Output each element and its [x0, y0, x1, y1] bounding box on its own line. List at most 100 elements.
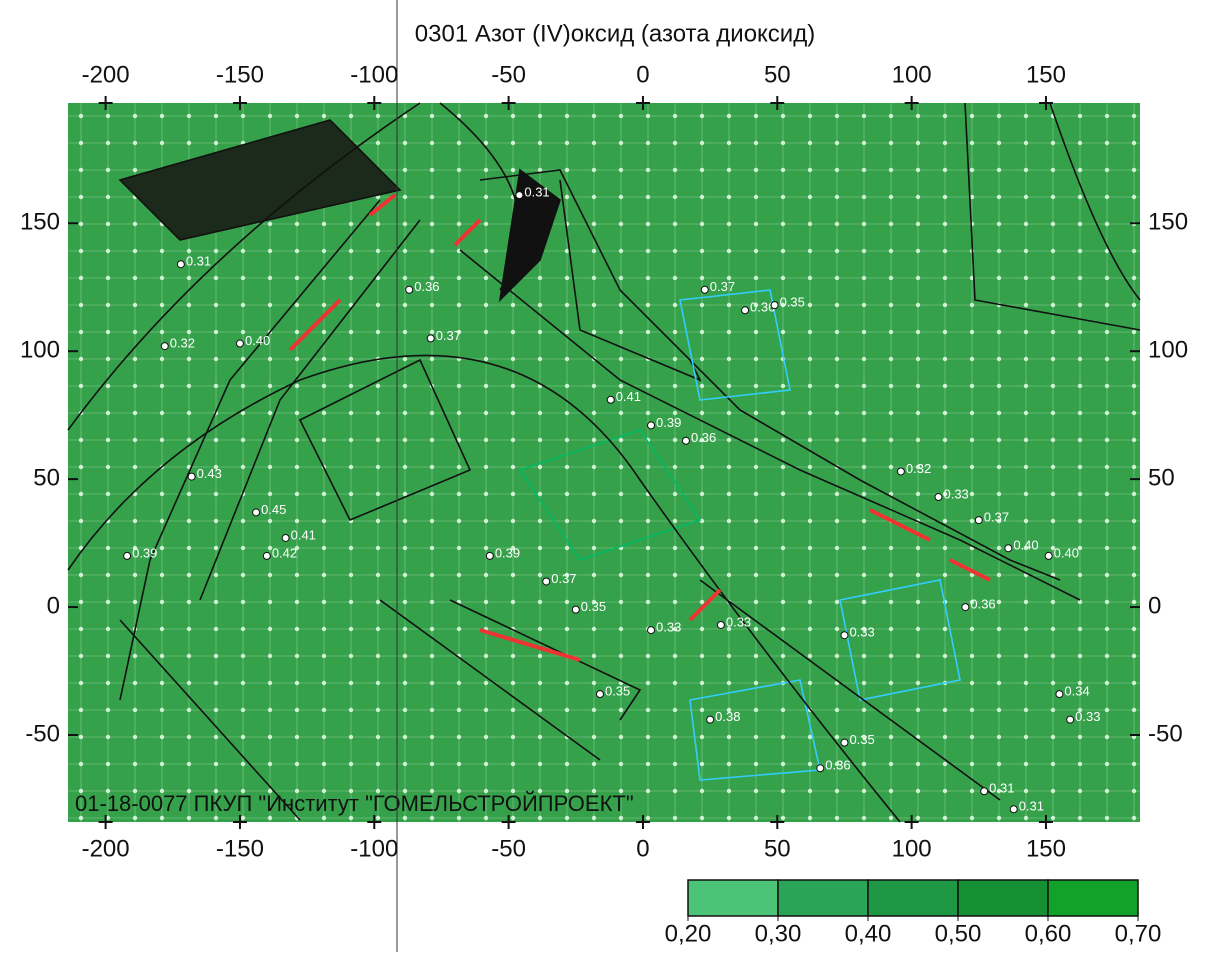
receptor-label: 0.34	[1064, 684, 1089, 699]
x-tick-label-top: 100	[892, 61, 932, 88]
x-tick-label-bottom: 0	[636, 835, 649, 862]
receptor-label: 0.32	[906, 461, 931, 476]
receptor-label: 0.43	[197, 466, 222, 481]
receptor-label: 0.36	[970, 597, 995, 612]
receptor-point	[648, 627, 655, 634]
receptor-point	[543, 578, 550, 585]
y-tick-label-left: 150	[20, 209, 60, 236]
receptor-label: 0.36	[825, 758, 850, 773]
receptor-point	[717, 621, 724, 628]
receptor-point	[427, 335, 434, 342]
x-tick-label-bottom: 150	[1026, 835, 1066, 862]
receptor-point	[236, 340, 243, 347]
legend-swatch	[1048, 880, 1138, 916]
receptor-label: 0.39	[495, 545, 520, 560]
legend-swatch	[778, 880, 868, 916]
receptor-label: 0.31	[524, 185, 549, 200]
y-tick-label-left: 50	[33, 464, 60, 491]
receptor-label: 0.36	[691, 430, 716, 445]
receptor-point	[935, 494, 942, 501]
receptor-label: 0.37	[436, 328, 461, 343]
receptor-label: 0.37	[710, 279, 735, 294]
receptor-point	[897, 468, 904, 475]
receptor-point	[1067, 716, 1074, 723]
map-figure: 0301 Азот (IV)оксид (азота диоксид) 01-1…	[0, 0, 1209, 952]
legend-swatch	[688, 880, 778, 916]
x-tick-label-bottom: -200	[82, 835, 130, 862]
receptor-point	[516, 192, 523, 199]
x-tick-label-top: 50	[764, 61, 791, 88]
receptor-label: 0.39	[656, 415, 681, 430]
receptor-label: 0.36	[414, 279, 439, 294]
receptor-label: 0.41	[616, 389, 641, 404]
receptor-point	[486, 552, 493, 559]
x-tick-label-top: -50	[491, 61, 526, 88]
x-tick-label-top: 150	[1026, 61, 1066, 88]
receptor-point	[188, 473, 195, 480]
x-tick-label-top: -200	[82, 61, 130, 88]
x-tick-label-bottom: -100	[350, 835, 398, 862]
receptor-point	[771, 302, 778, 309]
x-tick-label-top: 0	[636, 61, 649, 88]
receptor-label: 0.39	[132, 545, 157, 560]
y-tick-label-left: 100	[20, 337, 60, 364]
map-footer: 01-18-0077 ПКУП "Институт "ГОМЕЛЬСТРОЙПР…	[75, 791, 634, 816]
receptor-point	[1005, 545, 1012, 552]
receptor-point	[596, 691, 603, 698]
receptor-label: 0.40	[1054, 545, 1079, 560]
receptor-point	[572, 606, 579, 613]
receptor-label: 0.42	[272, 545, 297, 560]
receptor-point	[701, 286, 708, 293]
receptor-label: 0.31	[186, 254, 211, 269]
legend-swatch	[958, 880, 1048, 916]
receptor-label: 0.31	[989, 781, 1014, 796]
legend-label: 0,20	[665, 920, 712, 947]
receptor-point	[841, 739, 848, 746]
legend-label: 0,40	[845, 920, 892, 947]
receptor-label: 0.35	[780, 295, 805, 310]
map-title: 0301 Азот (IV)оксид (азота диоксид)	[415, 20, 815, 47]
receptor-point	[1045, 552, 1052, 559]
receptor-label: 0.33	[726, 614, 751, 629]
y-tick-label-right: 150	[1148, 209, 1188, 236]
x-tick-label-bottom: -150	[216, 835, 264, 862]
receptor-label: 0.40	[245, 333, 270, 348]
receptor-label: 0.33	[849, 625, 874, 640]
receptor-point	[962, 604, 969, 611]
receptor-point	[607, 396, 614, 403]
receptor-point	[406, 286, 413, 293]
receptor-label: 0.33	[656, 620, 681, 635]
receptor-label: 0.31	[1019, 799, 1044, 814]
legend-label: 0,50	[935, 920, 982, 947]
receptor-label: 0.45	[261, 502, 286, 517]
legend-label: 0,70	[1115, 920, 1162, 947]
legend-label: 0,30	[755, 920, 802, 947]
receptor-label: 0.40	[1013, 538, 1038, 553]
receptor-point	[981, 788, 988, 795]
y-tick-label-left: 0	[47, 592, 60, 619]
receptor-point	[1010, 806, 1017, 813]
x-tick-label-bottom: 100	[892, 835, 932, 862]
receptor-point	[975, 517, 982, 524]
receptor-point	[161, 343, 168, 350]
receptor-label: 0.35	[849, 732, 874, 747]
y-tick-label-left: -50	[25, 720, 60, 747]
y-tick-label-right: 50	[1148, 464, 1175, 491]
receptor-point	[1056, 691, 1063, 698]
receptor-label: 0.35	[605, 684, 630, 699]
receptor-point	[263, 552, 270, 559]
legend-swatch	[868, 880, 958, 916]
receptor-label: 0.37	[551, 571, 576, 586]
receptor-point	[682, 437, 689, 444]
receptor-point	[253, 509, 260, 516]
y-tick-label-right: 100	[1148, 337, 1188, 364]
receptor-point	[648, 422, 655, 429]
x-tick-label-top: -150	[216, 61, 264, 88]
receptor-label: 0.32	[170, 336, 195, 351]
y-tick-label-right: -50	[1148, 720, 1183, 747]
receptor-label: 0.41	[291, 527, 316, 542]
receptor-point	[817, 765, 824, 772]
receptor-point	[707, 716, 714, 723]
receptor-label: 0.37	[984, 510, 1009, 525]
x-tick-label-top: -100	[350, 61, 398, 88]
